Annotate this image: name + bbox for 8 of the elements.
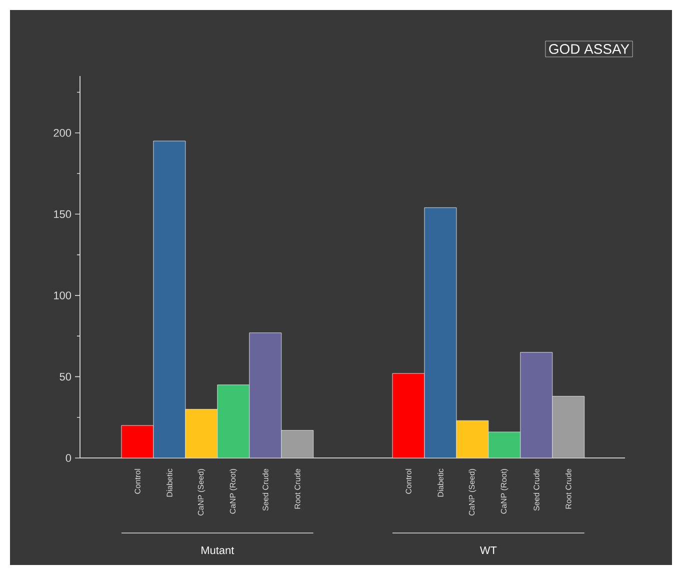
y-tick-label: 200: [54, 129, 72, 137]
x-tick-label: WT: [480, 546, 497, 554]
y-tick-label: 100: [54, 292, 72, 300]
y-tick-label: 0: [66, 454, 72, 462]
chart-title: GOD ASSAY: [549, 44, 630, 54]
y-tick-label: 50: [60, 372, 72, 381]
y-tick-label: 150: [54, 210, 72, 218]
x-tick-label: Mutant: [202, 546, 234, 554]
